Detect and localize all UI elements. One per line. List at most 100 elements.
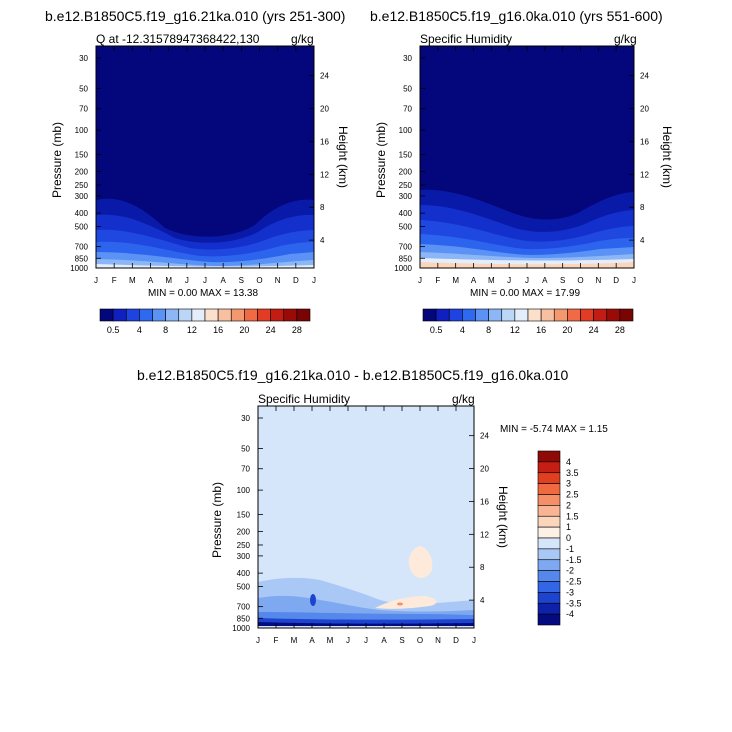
- colorbar-swatch: [270, 308, 285, 322]
- panel2-title: b.e12.B1850C5.f19_g16.0ka.010 (yrs 551-6…: [370, 8, 663, 24]
- panel1-title: b.e12.B1850C5.f19_g16.21ka.010 (yrs 251-…: [45, 8, 346, 24]
- panel2-minmax: MIN = 0.00 MAX = 17.99: [470, 288, 581, 299]
- colorbars: 0.5 4 8 12 16 20 24 28 0.5 4 8 12 16 20 24 2843.532.521…: [99, 308, 634, 626]
- colorbar-swatch: [488, 308, 503, 322]
- colorbar-swatch: [537, 581, 561, 593]
- colorbar-swatch: [462, 308, 476, 322]
- pressure-tick-label: 100: [75, 126, 89, 135]
- pressure-tick-label: 1000: [70, 264, 88, 273]
- x-tick-label: J: [185, 276, 189, 285]
- colorbar-label: 12: [510, 325, 520, 335]
- colorbar-label: 0.5: [107, 325, 120, 335]
- colorbar-swatch: [501, 308, 516, 322]
- colorbar-swatch: [283, 308, 298, 322]
- height-tick-label: 20: [320, 105, 329, 114]
- colorbar-swatch: [553, 308, 568, 322]
- x-tick-label: D: [613, 276, 619, 285]
- panel1-minmax: MIN = 0.00 MAX = 13.38: [148, 288, 259, 299]
- colorbar-label: 16: [213, 325, 223, 335]
- colorbar-swatch: [580, 308, 594, 322]
- colorbar-swatch: [537, 461, 561, 474]
- x-tick-label: J: [472, 636, 476, 645]
- colorbar-swatch: [540, 308, 555, 322]
- pressure-tick-label: 200: [75, 168, 89, 177]
- x-tick-label: J: [418, 276, 422, 285]
- pressure-tick-label: 50: [79, 85, 88, 94]
- colorbar-label: 4: [137, 325, 142, 335]
- pressure-tick-label: 150: [237, 510, 251, 519]
- panel2-plot: [420, 46, 634, 268]
- x-tick-label: N: [435, 636, 441, 645]
- panel1-plot: [96, 46, 314, 268]
- pressure-tick-label: 150: [399, 150, 413, 159]
- height-tick-label: 4: [480, 596, 485, 605]
- pressure-tick-label: 1000: [232, 624, 250, 633]
- height-tick-label: 24: [640, 72, 649, 81]
- colorbar-label: -4: [566, 609, 574, 619]
- pressure-tick-label: 200: [237, 528, 251, 537]
- pressure-tick-label: 500: [399, 222, 413, 231]
- height-tick-label: 12: [640, 170, 649, 179]
- pressure-tick-label: 500: [75, 222, 89, 231]
- colorbar-swatch: [422, 308, 437, 322]
- colorbar-swatch: [448, 308, 463, 322]
- colorbar-label: 8: [486, 325, 491, 335]
- axis-ticks: J F M A M J J A S O N D J305070100150200250300400500…: [70, 46, 649, 645]
- colorbar-swatch: [537, 548, 561, 561]
- height-tick-label: 12: [320, 170, 329, 179]
- colorbar-swatch: [204, 308, 219, 322]
- x-tick-label: M: [165, 276, 172, 285]
- colorbar-swatch: [537, 472, 561, 484]
- colorbar-label: 24: [266, 325, 276, 335]
- colorbar-swatch: [537, 613, 561, 626]
- height-tick-label: 24: [480, 432, 489, 441]
- x-tick-label: F: [274, 636, 279, 645]
- x-tick-label: M: [291, 636, 298, 645]
- height-tick-label: 16: [640, 137, 649, 146]
- height-tick-label: 4: [640, 236, 645, 245]
- panel2-variable-label: Specific Humidity: [420, 32, 513, 46]
- pressure-tick-label: 850: [75, 254, 89, 263]
- pressure-tick-label: 400: [75, 209, 89, 218]
- colorbar-label: 24: [589, 325, 599, 335]
- x-tick-label: A: [381, 636, 387, 645]
- x-tick-label: F: [112, 276, 117, 285]
- x-tick-label: A: [471, 276, 477, 285]
- pressure-tick-label: 30: [79, 54, 88, 63]
- pressure-tick-label: 500: [237, 582, 251, 591]
- x-tick-label: O: [417, 636, 423, 645]
- x-tick-label: M: [327, 636, 334, 645]
- pressure-tick-label: 300: [237, 552, 251, 561]
- colorbar-label: 3: [566, 479, 571, 489]
- colorbar-swatch: [514, 308, 529, 322]
- panel3-minmax: MIN = -5.74 MAX = 1.15: [500, 424, 608, 435]
- colorbar-swatch: [537, 570, 561, 582]
- colorbar-label: 0: [566, 533, 571, 543]
- pressure-tick-label: 30: [403, 54, 412, 63]
- height-tick-label: 12: [480, 530, 489, 539]
- colorbar-swatch: [537, 483, 561, 495]
- height-tick-label: 16: [320, 137, 329, 146]
- x-tick-label: S: [560, 276, 565, 285]
- pressure-tick-label: 700: [75, 243, 89, 252]
- colorbar-label: 2: [566, 500, 571, 510]
- colorbar-label: 0.5: [430, 325, 443, 335]
- colorbar-swatch: [296, 308, 311, 322]
- pressure-tick-label: 850: [399, 254, 413, 263]
- colorbar-swatch: [435, 308, 450, 322]
- colorbar-swatch: [537, 494, 561, 506]
- colorbar-label: 28: [292, 325, 302, 335]
- colorbar-label: 12: [187, 325, 197, 335]
- pressure-tick-label: 70: [79, 105, 88, 114]
- pressure-tick-label: 850: [237, 614, 251, 623]
- x-tick-label: J: [632, 276, 636, 285]
- x-tick-label: N: [595, 276, 601, 285]
- x-tick-label: O: [256, 276, 262, 285]
- x-tick-label: S: [399, 636, 404, 645]
- colorbar-label: 2.5: [566, 490, 579, 500]
- panel1-units-label: g/kg: [291, 32, 314, 46]
- height-tick-label: 8: [320, 203, 325, 212]
- pressure-tick-label: 100: [237, 486, 251, 495]
- height-tick-label: 8: [640, 203, 645, 212]
- panel3-plot: [258, 406, 474, 628]
